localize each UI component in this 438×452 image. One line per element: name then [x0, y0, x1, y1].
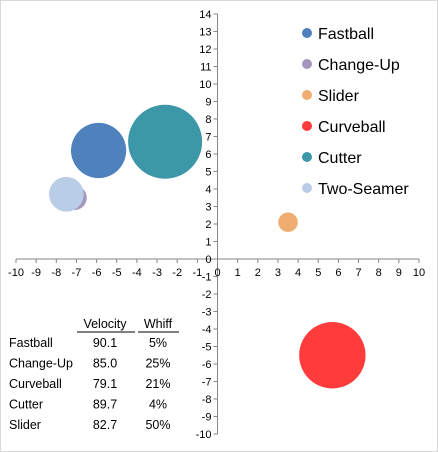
legend-marker-slider: [302, 90, 312, 100]
table-cell-whiff: 25%: [145, 357, 170, 371]
table-cell-velocity: 90.1: [93, 336, 117, 350]
y-tick-label: -5: [202, 342, 212, 354]
table-cell-pitch: Fastball: [9, 336, 53, 350]
y-tick-label: 4: [205, 184, 211, 196]
table-cell-whiff: 50%: [145, 418, 170, 432]
x-tick-label: -5: [112, 267, 122, 279]
x-tick-label: 4: [295, 267, 301, 279]
y-tick-label: -2: [202, 289, 212, 301]
y-tick-label: -9: [202, 412, 212, 424]
x-tick-label: 7: [355, 267, 361, 279]
bubble-fastball: [71, 122, 127, 179]
axes: -10 -9 -8 -7 -6 -5 -4 -3 -2 -1 0 1 2 3 4 5 6 7 8 9 10-10-9-8…: [8, 9, 425, 441]
y-tick-label: 0: [205, 254, 211, 266]
legend-label-change-up: Change-Up: [318, 57, 400, 74]
x-tick-label: 1: [235, 267, 241, 279]
x-tick-label: -2: [172, 267, 182, 279]
y-tick-label: -10: [196, 429, 212, 441]
x-tick-label: 8: [376, 267, 382, 279]
legend-marker-fastball: [302, 28, 312, 38]
legend-label-curveball: Curveball: [318, 119, 386, 136]
legend-marker-two-seamer: [302, 183, 312, 193]
legend: Fastball Change-Up Slider Curveball Cutter Tw…: [302, 26, 409, 198]
y-tick-label: -4: [202, 324, 212, 336]
table-header-whiff: Whiff: [144, 317, 173, 331]
x-tick-label: -3: [152, 267, 162, 279]
legend-label-slider: Slider: [318, 88, 360, 105]
table-cell-velocity: 85.0: [93, 357, 117, 371]
table-cell-pitch: Change-Up: [9, 357, 73, 371]
y-tick-label: 7: [205, 132, 211, 144]
y-tick-label: 13: [199, 27, 211, 39]
legend-marker-change-up: [302, 59, 312, 69]
x-tick-label: -4: [132, 267, 142, 279]
y-tick-label: 10: [199, 79, 211, 91]
y-tick-label: -3: [202, 307, 212, 319]
x-tick-label: -6: [92, 267, 102, 279]
y-tick-label: 6: [205, 149, 211, 161]
y-tick-label: 9: [205, 97, 211, 109]
y-tick-label: 8: [205, 114, 211, 126]
table-cell-velocity: 79.1: [93, 377, 117, 391]
bubble-curveball: [299, 322, 366, 389]
table-cell-whiff: 21%: [145, 377, 170, 391]
x-tick-label: 10: [413, 267, 425, 279]
y-tick-label: 3: [205, 202, 211, 214]
x-tick-label: -9: [31, 267, 41, 279]
y-tick-label: 5: [205, 167, 211, 179]
table-cell-whiff: 5%: [149, 336, 167, 350]
x-tick-label: 9: [396, 267, 402, 279]
table-cell-velocity: 82.7: [93, 418, 117, 432]
legend-label-cutter: Cutter: [318, 150, 362, 167]
y-tick-label: -8: [202, 394, 212, 406]
x-tick-label: 0: [214, 267, 220, 279]
legend-marker-curveball: [302, 121, 312, 131]
x-tick-label: 6: [335, 267, 341, 279]
y-tick-label: 11: [200, 62, 211, 74]
table-cell-velocity: 89.7: [93, 398, 117, 412]
x-tick-label: -8: [51, 267, 61, 279]
bubbles: [48, 104, 366, 389]
y-tick-label: 14: [199, 9, 211, 21]
bubble-slider: [278, 212, 298, 233]
y-tick-label: 12: [199, 44, 211, 56]
bubble-two-seamer: [48, 176, 84, 212]
x-tick-label: -1: [192, 267, 202, 279]
y-tick-label: -1: [202, 272, 212, 284]
legend-label-fastball: Fastball: [318, 26, 374, 43]
x-tick-label: 3: [275, 267, 281, 279]
x-tick-label: -7: [72, 267, 82, 279]
table-cell-pitch: Slider: [9, 418, 41, 432]
x-tick-label: -10: [8, 267, 24, 279]
table-cell-whiff: 4%: [149, 398, 167, 412]
legend-marker-cutter: [302, 152, 312, 162]
stats-table: Velocity Whiff Fastball 90.1 5% Change-Up 85.0…: [9, 317, 179, 432]
legend-label-two-seamer: Two-Seamer: [318, 181, 409, 198]
y-tick-label: 1: [205, 237, 211, 249]
x-tick-label: 5: [315, 267, 321, 279]
table-cell-pitch: Curveball: [9, 377, 62, 391]
table-cell-pitch: Cutter: [9, 398, 43, 412]
y-tick-label: 2: [205, 219, 211, 231]
x-tick-label: 2: [255, 267, 261, 279]
bubble-cutter: [128, 104, 203, 179]
y-tick-label: -6: [202, 359, 212, 371]
table-header-velocity: Velocity: [83, 317, 127, 331]
y-tick-label: -7: [202, 377, 212, 389]
